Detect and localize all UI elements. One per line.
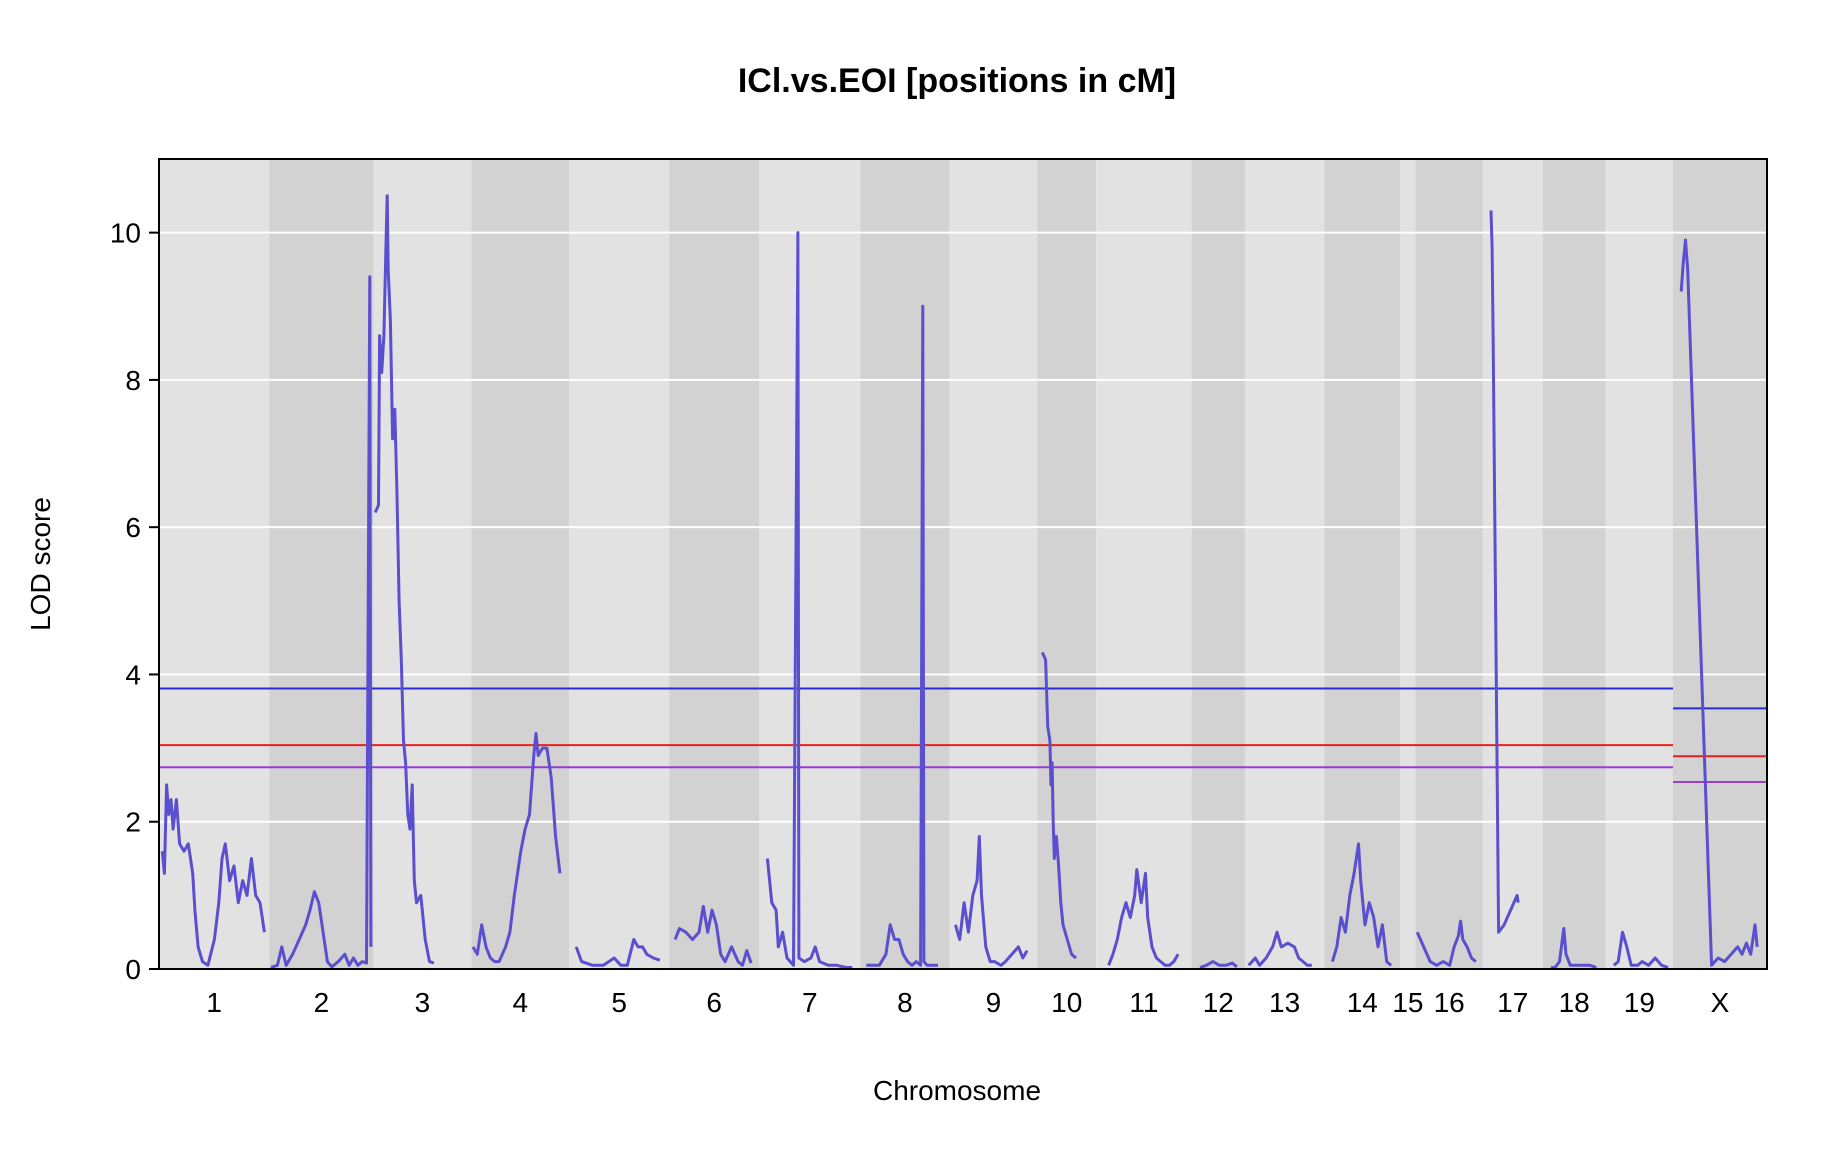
chromosome-band-18: [1542, 159, 1606, 969]
y-tick-label-2: 2: [125, 807, 141, 838]
x-tick-label-7: 7: [802, 987, 818, 1018]
x-tick-label-1: 1: [206, 987, 222, 1018]
x-tick-label-2: 2: [314, 987, 330, 1018]
lod-curve-chr-1: [160, 783, 266, 967]
x-tick-label-6: 6: [706, 987, 722, 1018]
chromosome-band-13: [1244, 159, 1325, 969]
chromosome-band-2: [269, 159, 374, 969]
x-tick-label-14: 14: [1347, 987, 1378, 1018]
lod-curve-chr-12: [1199, 960, 1238, 969]
x-tick-label-15: 15: [1392, 987, 1423, 1018]
lod-curve-chr-3: [373, 194, 435, 965]
chromosome-band-8: [860, 159, 950, 969]
chromosome-band-16: [1415, 159, 1483, 969]
x-tick-label-19: 19: [1624, 987, 1655, 1018]
lod-curve-chr-2: [270, 275, 373, 969]
chromosome-band-15: [1400, 159, 1416, 969]
x-tick-label-4: 4: [512, 987, 528, 1018]
lod-curve-chr-5: [574, 938, 661, 967]
chromosome-band-12: [1191, 159, 1245, 969]
chromosome-band-7: [759, 159, 861, 969]
chromosome-band-5: [569, 159, 670, 969]
y-tick-label-4: 4: [125, 659, 141, 690]
y-axis-label: LOD score: [25, 497, 56, 631]
chromosome-band-14: [1324, 159, 1401, 969]
y-tick-label-6: 6: [125, 512, 141, 543]
x-tick-label-18: 18: [1559, 987, 1590, 1018]
y-tick-label-0: 0: [125, 954, 141, 985]
x-axis-ticks: 1 2 3 4 5 6 7 8 9 10 11 12 13 14 15 16 17 18 19 X: [206, 987, 1729, 1018]
chromosome-bands: [159, 159, 1767, 969]
lod-curve-chr-19: [1612, 930, 1669, 969]
lod-curve-chr-10: [1040, 651, 1077, 960]
lod-curve-chr-8: [866, 304, 938, 967]
chart-title: ICl.vs.EOI [positions in cM]: [738, 62, 1176, 100]
chromosome-band-6: [669, 159, 760, 969]
x-axis-label: Chromosome: [873, 1075, 1041, 1106]
lod-curves: [160, 194, 1759, 969]
lod-curve-chr-13: [1247, 930, 1312, 967]
chromosome-band-4: [471, 159, 570, 969]
lod-curve-chr-18: [1550, 927, 1597, 969]
x-tick-label-X: X: [1711, 987, 1730, 1018]
x-tick-label-11: 11: [1129, 987, 1158, 1018]
lod-curve-chr-6: [673, 904, 753, 967]
y-tick-label-8: 8: [125, 365, 141, 396]
x-tick-label-13: 13: [1269, 987, 1300, 1018]
chromosome-band-1: [159, 159, 270, 969]
chromosome-band-9: [949, 159, 1038, 969]
lod-curve-chr-16: [1415, 919, 1477, 967]
x-tick-label-16: 16: [1434, 987, 1465, 1018]
lod-curve-chr-17: [1489, 210, 1520, 934]
x-tick-label-8: 8: [897, 987, 913, 1018]
lod-curve-chr-9: [953, 835, 1029, 967]
lod-curve-chr-11: [1107, 868, 1180, 967]
threshold-lines: [159, 687, 1767, 783]
lod-curve-chr-4: [471, 731, 562, 964]
y-axis-ticks: 0 2 4 6 8 10: [110, 218, 159, 985]
chromosome-band-11: [1096, 159, 1192, 969]
x-tick-label-10: 10: [1051, 987, 1082, 1018]
x-tick-label-17: 17: [1497, 987, 1528, 1018]
lod-curve-chr-7: [765, 231, 853, 969]
x-tick-label-9: 9: [986, 987, 1002, 1018]
lod-curve-chr-X: [1679, 238, 1759, 967]
y-tick-label-10: 10: [110, 218, 141, 249]
lod-curve-chr-14: [1330, 842, 1393, 967]
plot-frame: [158, 158, 1768, 970]
x-tick-label-5: 5: [611, 987, 627, 1018]
chromosome-band-10: [1037, 159, 1097, 969]
chromosome-band-19: [1605, 159, 1674, 969]
x-tick-label-12: 12: [1203, 987, 1234, 1018]
x-tick-label-3: 3: [415, 987, 431, 1018]
